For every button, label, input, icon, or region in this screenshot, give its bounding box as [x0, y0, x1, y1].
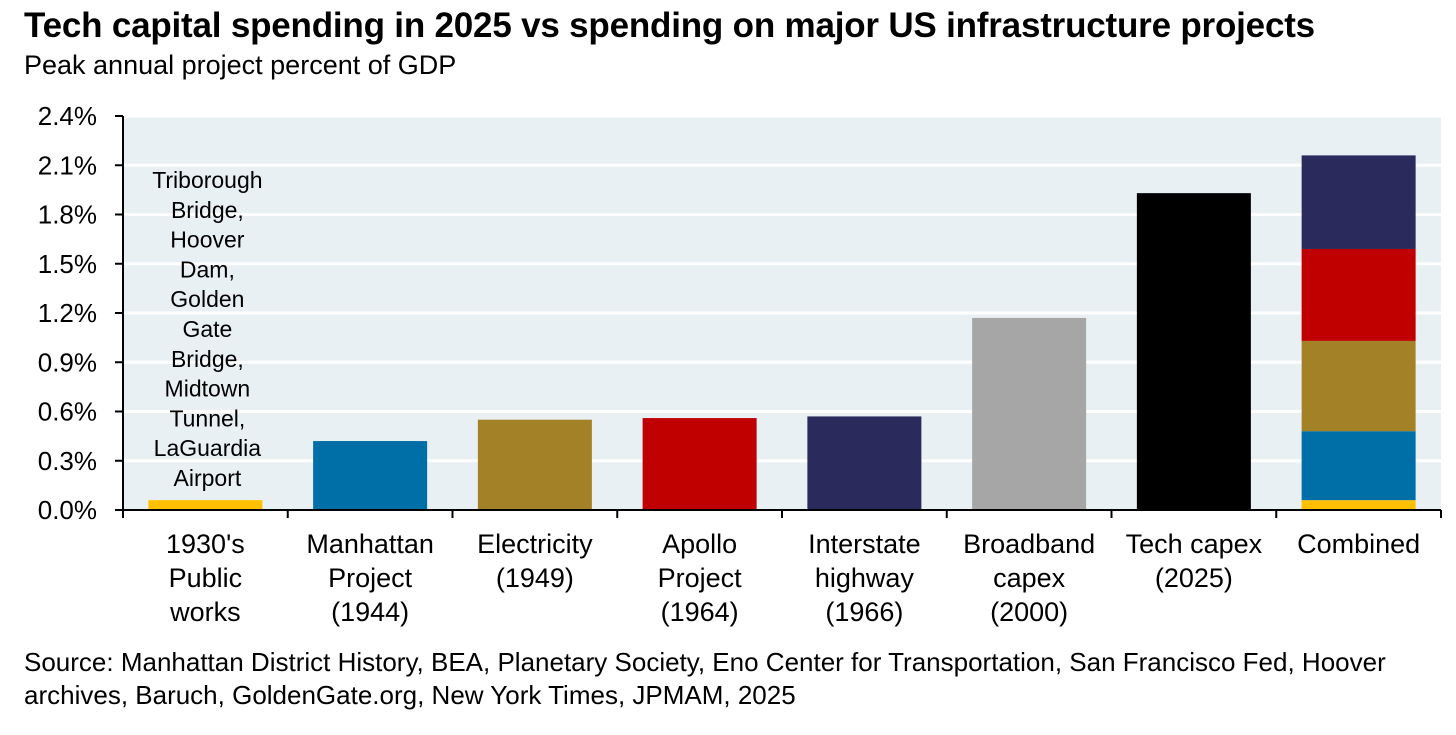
bar [477, 419, 592, 510]
combined-bar-segment [1301, 340, 1416, 432]
combined-bar-segment [1301, 248, 1416, 341]
bar [148, 500, 263, 510]
x-category-label: Manhattan Project (1944) [306, 529, 434, 627]
bars [148, 155, 1416, 511]
chart-title: Tech capital spending in 2025 vs spendin… [24, 6, 1315, 45]
x-category-label: Apollo Project (1964) [658, 529, 743, 627]
y-tick-labels: 0.0% 0.3% 0.6% 0.9% 1.2% 1.5% 1.8% 2.1% 2.4% [38, 101, 97, 525]
y-tick-label: 1.5% [38, 249, 97, 279]
y-tick-label: 0.0% [38, 495, 97, 525]
y-tick-label: 0.6% [38, 397, 97, 427]
combined-bar-segment [1301, 431, 1416, 501]
bar-chart: 0.0% 0.3% 0.6% 0.9% 1.2% 1.5% 1.8% 2.1% 2.4% 193… [38, 101, 1442, 627]
combined-bar-segment [1301, 500, 1416, 510]
x-category-label: Combined [1297, 529, 1420, 559]
bar [642, 418, 757, 510]
axes [115, 115, 1442, 518]
y-tick-label: 0.3% [38, 446, 97, 476]
x-category-label: Electricity (1949) [477, 529, 593, 593]
x-category-label: Broadband capex (2000) [963, 529, 1095, 627]
y-tick-label: 1.8% [38, 200, 97, 230]
bar [972, 317, 1087, 510]
y-tick-label: 2.1% [38, 150, 97, 180]
bar [313, 441, 428, 510]
chart-subtitle: Peak annual project percent of GDP [24, 50, 457, 80]
x-category-label: 1930's Public works [166, 529, 245, 627]
y-tick-label: 1.2% [38, 298, 97, 328]
bar [807, 416, 922, 510]
combined-bar-segment [1301, 155, 1416, 249]
x-category-label: Tech capex (2025) [1126, 529, 1263, 593]
x-category-labels: 1930's Public works Manhattan Project (1944) E… [166, 529, 1420, 627]
y-tick-label: 2.4% [38, 101, 97, 131]
public-works-annotation: Triborough Bridge, Hoover Dam, Golden Gate Bri… [152, 167, 262, 491]
bar [1136, 193, 1251, 511]
source-note: Source: Manhattan District History, BEA,… [24, 647, 1386, 710]
x-category-label: Interstate highway (1966) [808, 529, 921, 627]
y-tick-label: 0.9% [38, 347, 97, 377]
